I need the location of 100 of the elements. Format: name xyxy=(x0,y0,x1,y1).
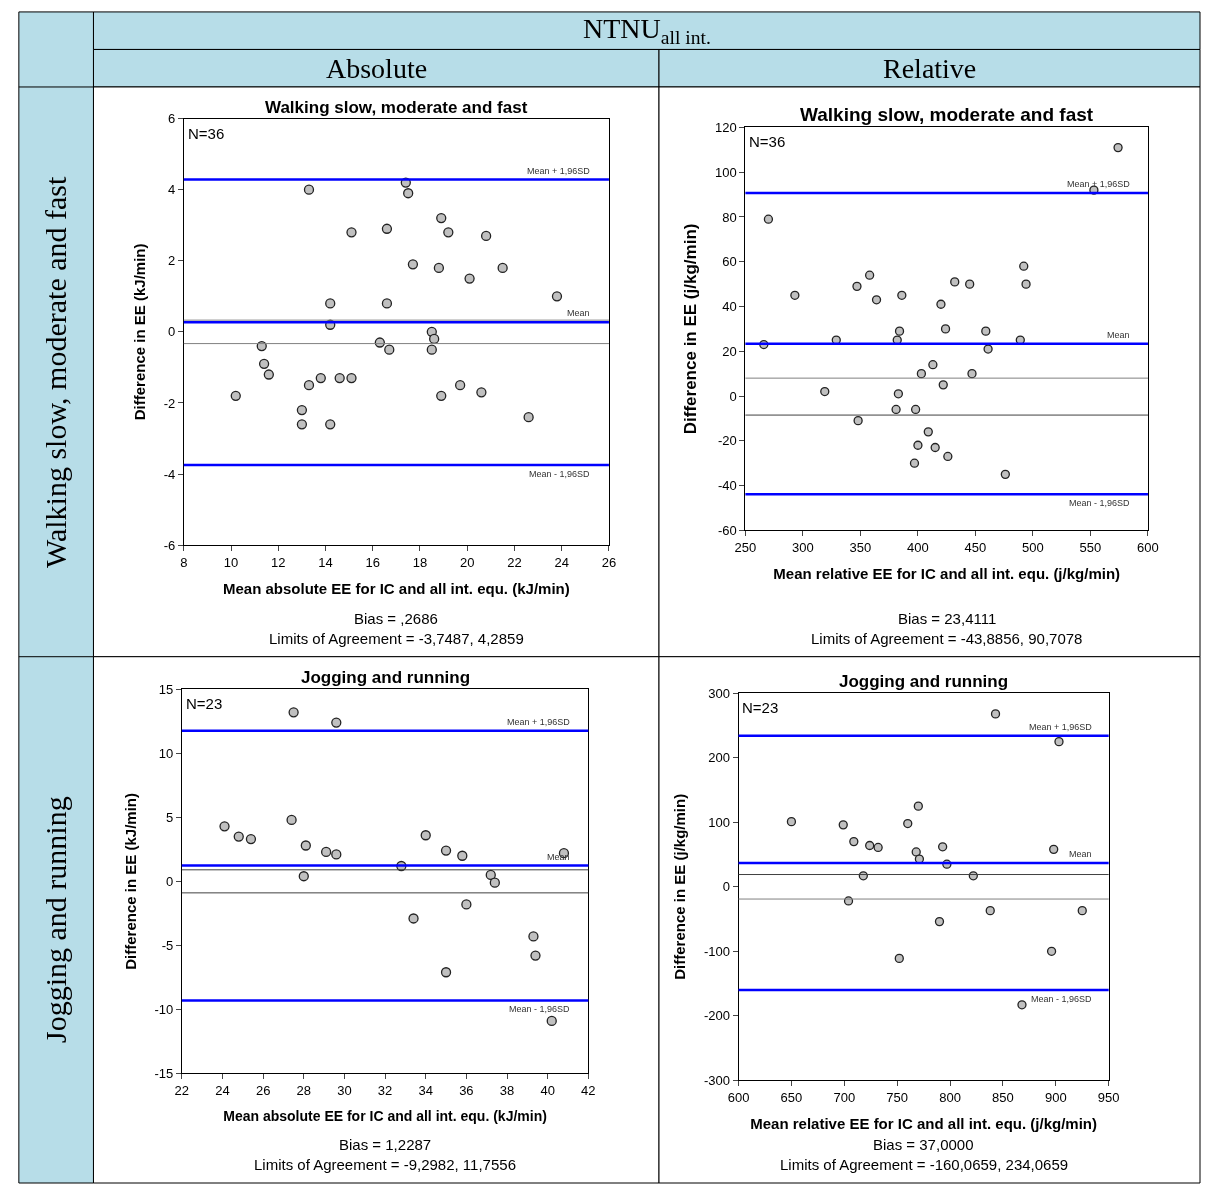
ref-line-label: Mean xyxy=(567,308,590,318)
x-tick-label: 40 xyxy=(540,1083,555,1098)
x-tick-label: 650 xyxy=(780,1089,803,1105)
y-tick-label: 40 xyxy=(722,299,737,315)
x-tick-label: 550 xyxy=(1079,539,1102,555)
x-tick-label: 950 xyxy=(1097,1089,1120,1105)
x-axis-title: Mean absolute EE for IC and all int. equ. (kJ/min) xyxy=(223,1108,547,1125)
x-tick-label: 750 xyxy=(886,1089,909,1105)
ref-line-label: Mean + 1,96SD xyxy=(1029,722,1093,732)
x-tick-label: 16 xyxy=(365,554,380,570)
ref-line-label: Mean xyxy=(1069,849,1092,859)
y-tick-label: -2 xyxy=(163,395,176,411)
y-tick-label: -300 xyxy=(703,1072,730,1088)
x-tick-label: 250 xyxy=(734,539,757,555)
x-axis-title: Mean relative EE for IC and all int. equ. (j/kg/min) xyxy=(750,1114,1097,1132)
ref-line-label: Mean + 1,96SD xyxy=(527,166,591,176)
annotation: N=23 xyxy=(742,699,779,716)
x-tick-label: 600 xyxy=(1137,539,1159,555)
y-tick-label: 100 xyxy=(708,814,730,830)
y-axis-title: Difference in EE (kJ/min) xyxy=(130,243,148,421)
y-axis-title: Difference in EE (kJ/min) xyxy=(121,792,139,970)
x-tick-label: 8 xyxy=(180,554,188,570)
x-tick-label: 18 xyxy=(412,554,428,570)
y-tick-label: 60 xyxy=(722,254,737,270)
y-tick-label: -100 xyxy=(703,943,730,959)
x-tick-label: 600 xyxy=(727,1089,750,1105)
y-tick-label: 100 xyxy=(715,164,737,180)
y-tick-label: -40 xyxy=(718,478,737,494)
x-tick-label: 34 xyxy=(418,1083,433,1098)
chart-title: Jogging and running xyxy=(839,672,1009,691)
ref-line-label: Mean xyxy=(547,852,570,862)
y-tick-label: -5 xyxy=(161,937,174,953)
text: Bias = ,2686 xyxy=(354,610,438,627)
text: Bias = 23,4111 xyxy=(898,610,997,627)
ref-line-label: Mean xyxy=(1107,330,1130,340)
x-tick-label: 26 xyxy=(601,554,617,570)
x-tick-label: 22 xyxy=(507,554,522,570)
y-tick-label: 200 xyxy=(708,750,730,766)
y-tick-label: 120 xyxy=(715,120,737,136)
y-tick-label: 80 xyxy=(722,209,737,225)
annotation: N=36 xyxy=(749,133,786,150)
y-tick-label: -20 xyxy=(718,433,737,449)
x-tick-label: 700 xyxy=(833,1089,856,1105)
x-tick-label: 450 xyxy=(964,539,987,555)
y-tick-label: -10 xyxy=(154,1001,174,1017)
ref-line-label: Mean - 1,96SD xyxy=(1069,498,1131,508)
x-tick-label: 26 xyxy=(255,1083,271,1098)
y-tick-label: 20 xyxy=(722,343,737,359)
x-tick-label: 900 xyxy=(1044,1089,1067,1105)
y-tick-label: 0 xyxy=(166,873,174,889)
y-tick-label: -200 xyxy=(703,1008,730,1024)
text: Limits of Agreement = -9,2982, 11,7556 xyxy=(254,1156,516,1173)
y-tick-label: 2 xyxy=(167,253,176,269)
x-tick-label: 500 xyxy=(1022,539,1044,555)
text: Walking slow, moderate and fast xyxy=(39,175,73,569)
y-tick-label: -6 xyxy=(163,537,176,553)
ref-line-label: Mean + 1,96SD xyxy=(1067,179,1131,189)
y-tick-label: -60 xyxy=(718,522,737,538)
chart-title: Walking slow, moderate and fast xyxy=(265,98,528,117)
x-tick-label: 20 xyxy=(459,554,475,570)
annotation: N=23 xyxy=(186,695,223,712)
text: Absolute xyxy=(326,53,428,84)
ref-line-label: Mean + 1,96SD xyxy=(507,717,571,727)
text: Limits of Agreement = -160,0659, 234,0659 xyxy=(780,1156,1069,1173)
text: Limits of Agreement = -3,7487, 4,2859 xyxy=(269,630,524,647)
x-tick-label: 14 xyxy=(318,554,333,570)
y-tick-label: 0 xyxy=(722,879,730,895)
x-tick-label: 42 xyxy=(581,1083,596,1098)
y-tick-label: 10 xyxy=(158,745,174,761)
y-tick-label: 4 xyxy=(167,182,176,198)
y-tick-label: 0 xyxy=(167,324,176,340)
chart-title: Walking slow, moderate and fast xyxy=(800,104,1094,125)
ref-line-label: Mean - 1,96SD xyxy=(1031,994,1093,1004)
ref-line-label: Mean - 1,96SD xyxy=(529,469,591,479)
x-axis-title: Mean relative EE for IC and all int. equ. (j/kg/min) xyxy=(773,564,1121,582)
text: Jogging and running xyxy=(39,796,73,1044)
x-tick-label: 30 xyxy=(337,1083,352,1098)
x-tick-label: 350 xyxy=(849,539,872,555)
x-tick-label: 300 xyxy=(792,539,814,555)
x-tick-label: 22 xyxy=(174,1083,190,1098)
y-tick-label: -4 xyxy=(163,466,176,482)
x-tick-label: 850 xyxy=(992,1089,1014,1105)
x-tick-label: 12 xyxy=(271,554,286,570)
ref-line-label: Mean - 1,96SD xyxy=(509,1004,571,1014)
y-axis-title: Difference in EE (j/kg/min) xyxy=(671,793,689,980)
text: Bias = 1,2287 xyxy=(339,1136,432,1153)
x-tick-label: 10 xyxy=(223,554,239,570)
y-tick-label: 5 xyxy=(166,809,174,825)
y-axis-title: Difference in EE (j/kg/min) xyxy=(680,223,700,435)
text: NTNU$_{all int.}$ xyxy=(583,13,711,48)
y-tick-label: 0 xyxy=(729,388,737,404)
x-tick-label: 36 xyxy=(459,1083,474,1098)
x-tick-label: 400 xyxy=(907,539,929,555)
x-tick-label: 38 xyxy=(499,1083,515,1098)
text: Relative xyxy=(883,53,977,84)
x-axis-title: Mean absolute EE for IC and all int. equ. (kJ/min) xyxy=(223,579,570,597)
x-tick-label: 24 xyxy=(215,1083,230,1098)
text: Limits of Agreement = -43,8856, 90,7078 xyxy=(811,630,1083,647)
x-tick-label: 32 xyxy=(377,1083,393,1098)
x-tick-label: 28 xyxy=(296,1083,312,1098)
